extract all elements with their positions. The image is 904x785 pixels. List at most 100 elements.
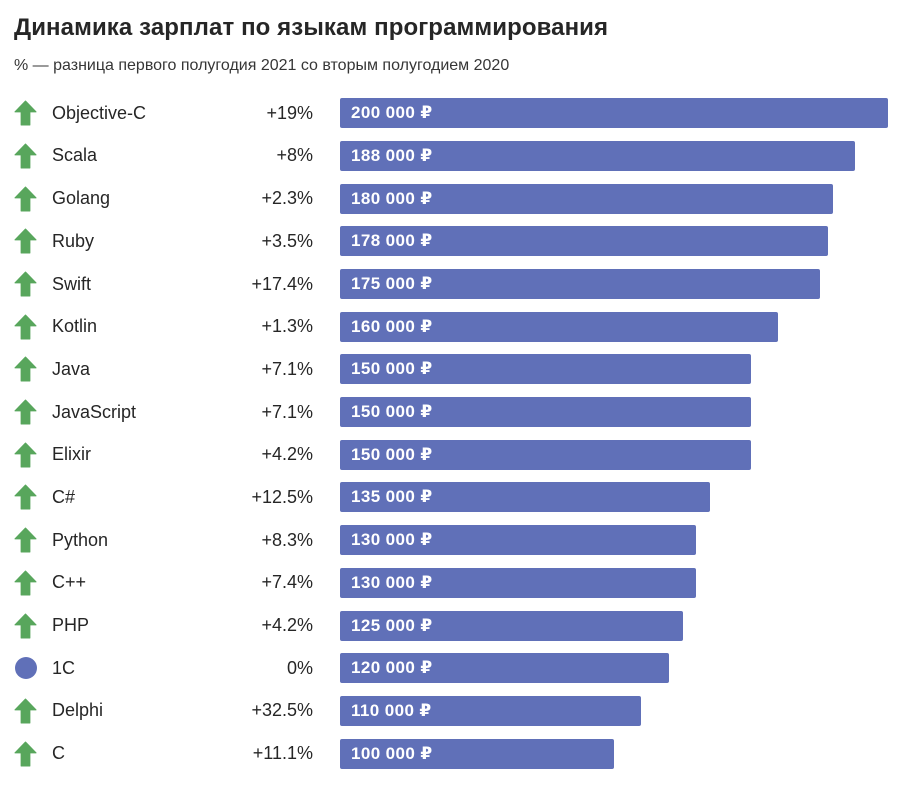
chart-row: 1C 0% 120 000 ₽: [14, 647, 888, 690]
salary-bar: 180 000 ₽: [340, 183, 834, 214]
chart-row: Ruby +3.5% 178 000 ₽: [14, 220, 888, 263]
salary-bar: 150 000 ₽: [340, 397, 751, 428]
change-percent: +4.2%: [261, 444, 313, 465]
arrow-up-icon: [14, 186, 52, 212]
language-label: Golang: [52, 188, 111, 209]
arrow-up-icon: [14, 570, 52, 596]
language-label: Ruby: [52, 230, 95, 251]
salary-value: 100 000 ₽: [351, 743, 433, 763]
bar-track: 175 000 ₽: [340, 269, 888, 299]
change-percent: +19%: [266, 102, 313, 123]
change-percent: +32.5%: [251, 700, 313, 721]
change-percent: +2.3%: [261, 188, 313, 209]
chart-row: Swift +17.4% 175 000 ₽: [14, 263, 888, 306]
salary-value: 188 000 ₽: [351, 145, 433, 165]
chart-row: C# +12.5% 135 000 ₽: [14, 476, 888, 519]
bar-track: 150 000 ₽: [340, 439, 888, 470]
bar-track: 150 000 ₽: [340, 397, 888, 428]
salary-bar: 100 000 ₽: [340, 738, 614, 769]
page-title: Динамика зарплат по языкам программирова…: [14, 14, 609, 41]
salary-bar: 178 000 ₽: [340, 226, 828, 257]
language-label: Objective-C: [52, 102, 147, 123]
salary-bar-chart: Objective-C +19% 200 000 ₽ Scala +8% 188…: [14, 92, 888, 775]
change-percent: +17.4%: [251, 273, 313, 294]
bar-track: 150 000 ₽: [340, 354, 888, 385]
language-label: Python: [52, 529, 109, 550]
language-label: Scala: [52, 145, 98, 166]
arrow-up-icon: [14, 356, 52, 382]
salary-bar: 130 000 ₽: [340, 567, 697, 598]
arrow-up-icon: [14, 228, 52, 254]
salary-value: 130 000 ₽: [351, 572, 433, 592]
chart-subtitle: % — разница первого полугодия 2021 со вт…: [14, 56, 510, 74]
arrow-up-icon: [14, 100, 52, 126]
change-percent: +1.3%: [261, 316, 313, 337]
language-label: JavaScript: [52, 401, 137, 422]
salary-value: 150 000 ₽: [351, 444, 433, 464]
bar-track: 180 000 ₽: [340, 183, 888, 214]
arrow-up-icon: [14, 399, 52, 425]
salary-value: 200 000 ₽: [351, 103, 433, 123]
arrow-up-icon: [14, 527, 52, 553]
bar-track: 125 000 ₽: [340, 610, 888, 641]
salary-value: 178 000 ₽: [351, 231, 433, 251]
language-label: Swift: [52, 273, 92, 294]
chart-row: C++ +7.4% 130 000 ₽: [14, 561, 888, 604]
change-percent: +7.1%: [261, 358, 313, 379]
change-percent: +7.1%: [261, 401, 313, 422]
salary-value: 175 000 ₽: [351, 274, 433, 293]
bar-track: 135 000 ₽: [340, 482, 888, 513]
salary-bar: 175 000 ₽: [340, 269, 820, 299]
salary-bar: 160 000 ₽: [340, 311, 779, 342]
arrow-up-icon: [14, 613, 52, 639]
chart-row: Delphi +32.5% 110 000 ₽: [14, 690, 888, 733]
salary-value: 125 000 ₽: [351, 615, 433, 635]
change-percent: +4.2%: [261, 615, 313, 635]
language-label: Delphi: [52, 700, 104, 721]
salary-value: 160 000 ₽: [351, 316, 433, 336]
change-percent: +12.5%: [251, 486, 313, 507]
chart-row: JavaScript +7.1% 150 000 ₽: [14, 391, 888, 434]
chart-row: Objective-C +19% 200 000 ₽: [14, 92, 888, 135]
bar-track: 130 000 ₽: [340, 525, 888, 556]
chart-row: Golang +2.3% 180 000 ₽: [14, 177, 888, 220]
salary-value: 130 000 ₽: [351, 530, 433, 550]
salary-bar: 110 000 ₽: [340, 695, 642, 726]
salary-bar: 120 000 ₽: [340, 653, 669, 684]
arrow-up-icon: [14, 314, 52, 340]
salary-bar: 135 000 ₽: [340, 482, 710, 513]
change-percent: 0%: [286, 657, 313, 678]
change-percent: +3.5%: [261, 230, 313, 251]
salary-value: 150 000 ₽: [351, 359, 433, 379]
language-label: 1C: [52, 657, 76, 678]
bar-track: 188 000 ₽: [340, 140, 888, 171]
dot-icon: [14, 655, 52, 681]
chart-row: Kotlin +1.3% 160 000 ₽: [14, 305, 888, 348]
bar-track: 178 000 ₽: [340, 226, 888, 257]
arrow-up-icon: [14, 442, 52, 468]
language-label: Kotlin: [52, 316, 98, 337]
salary-value: 120 000 ₽: [351, 658, 433, 678]
bar-track: 120 000 ₽: [340, 653, 888, 684]
bar-track: 200 000 ₽: [340, 98, 888, 129]
language-label: PHP: [52, 615, 90, 635]
change-percent: +8.3%: [261, 529, 313, 550]
salary-bar: 188 000 ₽: [340, 140, 856, 171]
salary-bar: 130 000 ₽: [340, 525, 697, 556]
bar-track: 110 000 ₽: [340, 695, 888, 726]
language-label: Elixir: [52, 444, 91, 465]
flat-dot: [15, 657, 37, 680]
language-label: C#: [52, 486, 76, 507]
chart-row: C +11.1% 100 000 ₽: [14, 732, 888, 775]
salary-value: 135 000 ₽: [351, 487, 433, 507]
language-label: Java: [52, 358, 91, 379]
arrow-up-icon: [14, 143, 52, 169]
salary-value: 150 000 ₽: [351, 402, 433, 422]
salary-bar: 125 000 ₽: [340, 610, 683, 641]
bar-track: 100 000 ₽: [340, 738, 888, 769]
chart-row: PHP +4.2% 125 000 ₽: [14, 604, 888, 647]
arrow-up-icon: [14, 271, 52, 297]
salary-bar: 200 000 ₽: [340, 98, 888, 129]
arrow-up-icon: [14, 741, 52, 767]
